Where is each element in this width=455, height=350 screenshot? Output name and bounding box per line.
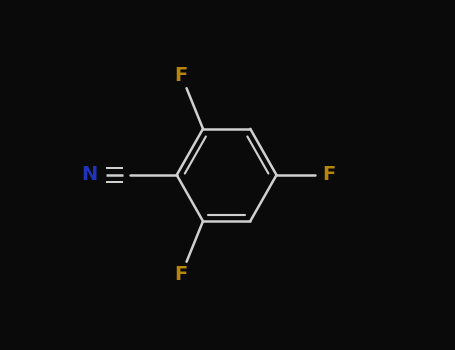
Text: F: F (175, 66, 188, 85)
Text: N: N (81, 166, 97, 184)
Text: F: F (175, 265, 188, 284)
Text: F: F (323, 166, 336, 184)
